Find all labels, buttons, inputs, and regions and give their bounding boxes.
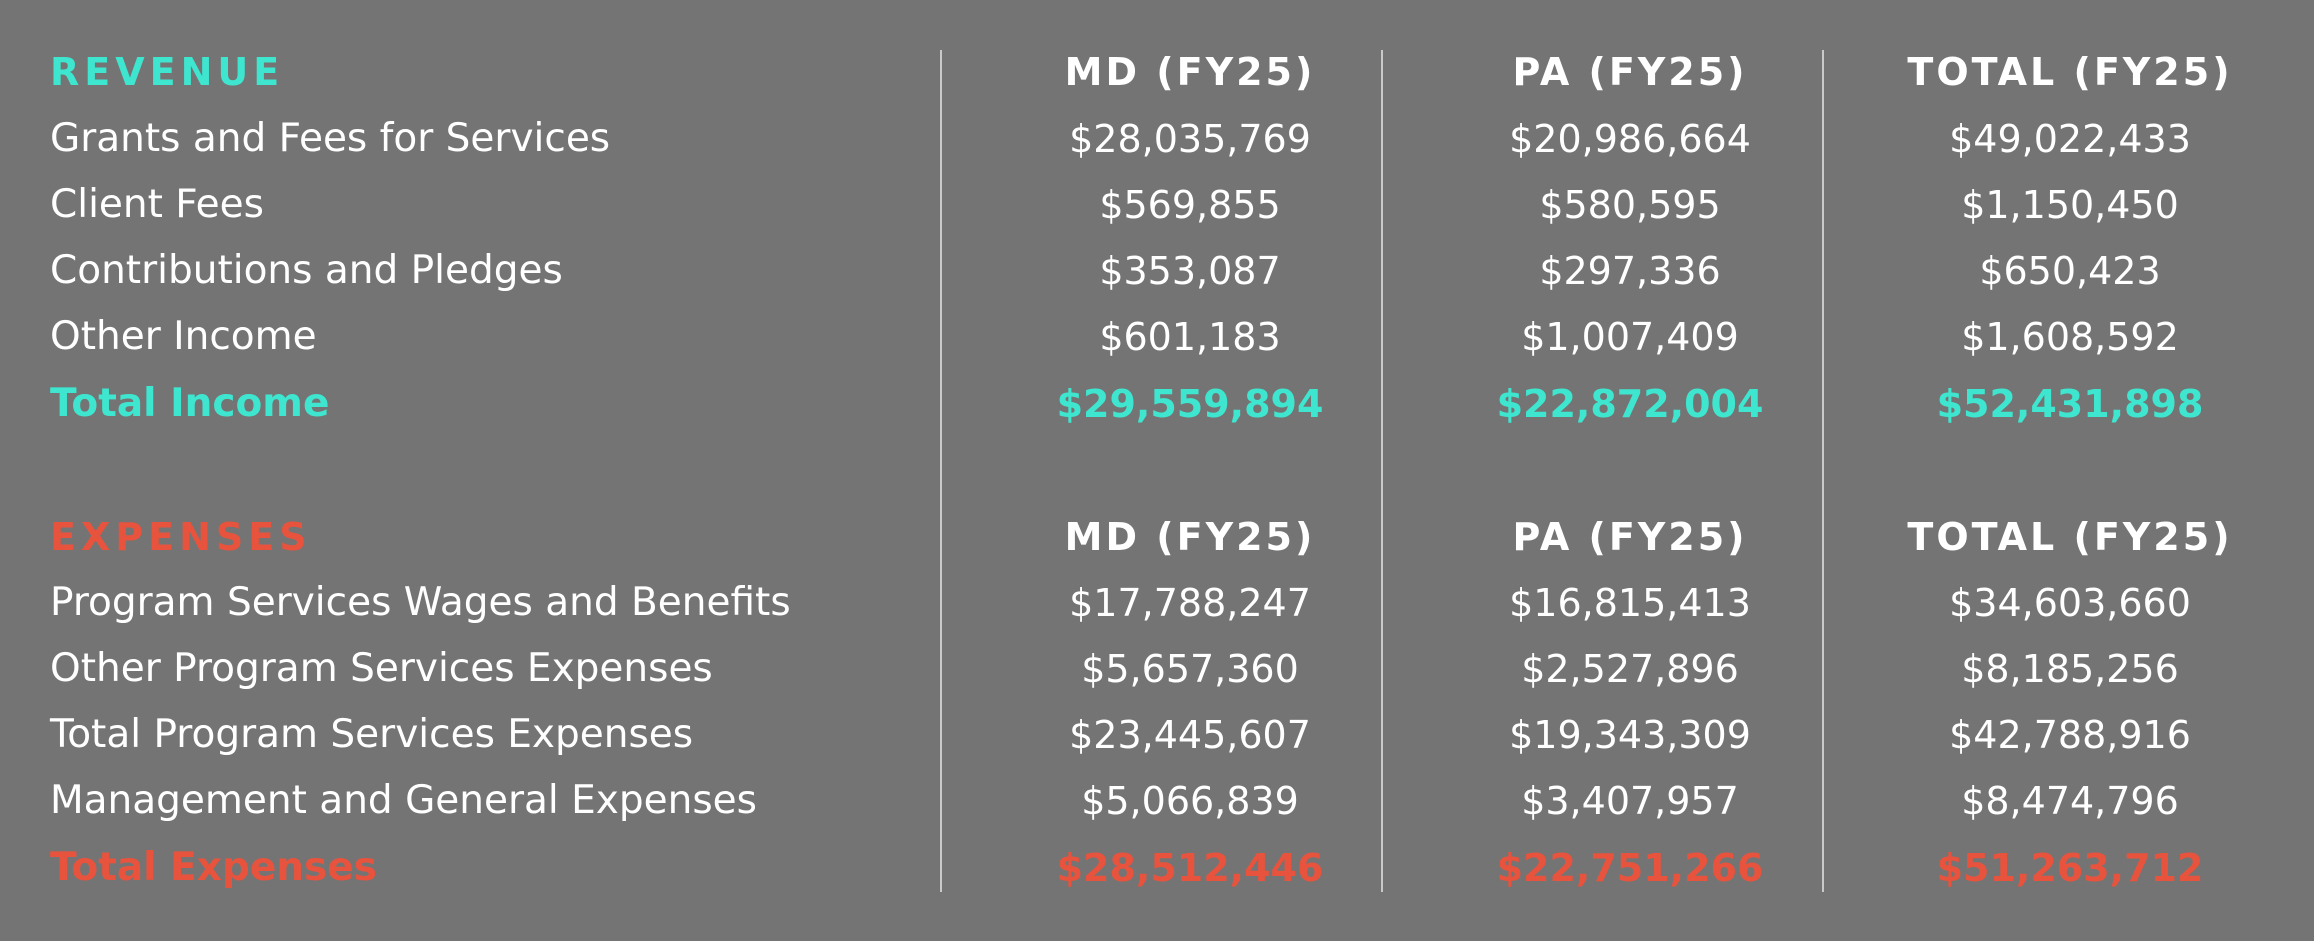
column-divider-2 [1381, 50, 1383, 892]
row-value-total: $650,423 [1979, 249, 2161, 293]
row-label: Other Program Services Expenses [50, 646, 713, 691]
row-value-md: $5,066,839 [1081, 779, 1299, 823]
total-expenses-pa: $22,751,266 [1496, 846, 1764, 890]
row-value-total: $8,474,796 [1961, 779, 2179, 823]
row-value-pa: $2,527,896 [1521, 647, 1739, 691]
row-value-total: $49,022,433 [1949, 117, 2191, 161]
revenue-header-md: MD (FY25) [1064, 50, 1316, 94]
total-income-label: Total Income [50, 381, 330, 426]
revenue-header-total: TOTAL (FY25) [1907, 50, 2233, 94]
row-value-pa: $297,336 [1539, 249, 1721, 293]
total-income-md: $29,559,894 [1056, 382, 1324, 426]
row-label: Client Fees [50, 182, 264, 227]
column-divider-1 [940, 50, 942, 892]
expenses-header-total: TOTAL (FY25) [1907, 515, 2233, 559]
total-expenses-total: $51,263,712 [1936, 846, 2204, 890]
total-income-total: $52,431,898 [1936, 382, 2204, 426]
row-value-md: $353,087 [1099, 249, 1281, 293]
row-value-pa: $1,007,409 [1521, 315, 1739, 359]
row-value-md: $23,445,607 [1069, 713, 1311, 757]
expenses-header-pa: PA (FY25) [1512, 515, 1748, 559]
row-value-pa: $20,986,664 [1509, 117, 1751, 161]
total-expenses-label: Total Expenses [50, 845, 377, 890]
row-value-total: $34,603,660 [1949, 581, 2191, 625]
row-value-total: $42,788,916 [1949, 713, 2191, 757]
row-label: Grants and Fees for Services [50, 116, 611, 161]
row-value-md: $601,183 [1099, 315, 1281, 359]
row-label: Contributions and Pledges [50, 248, 563, 293]
row-value-md: $569,855 [1099, 183, 1281, 227]
row-label: Program Services Wages and Benefits [50, 580, 791, 625]
total-expenses-md: $28,512,446 [1056, 846, 1324, 890]
expenses-title: EXPENSES [50, 515, 312, 559]
row-value-pa: $16,815,413 [1509, 581, 1751, 625]
row-value-md: $5,657,360 [1081, 647, 1299, 691]
row-value-md: $28,035,769 [1069, 117, 1311, 161]
row-label: Management and General Expenses [50, 778, 757, 823]
revenue-header-pa: PA (FY25) [1512, 50, 1748, 94]
row-value-pa: $580,595 [1539, 183, 1721, 227]
row-value-total: $8,185,256 [1961, 647, 2179, 691]
row-value-pa: $3,407,957 [1521, 779, 1739, 823]
expenses-header-md: MD (FY25) [1064, 515, 1316, 559]
row-label: Total Program Services Expenses [50, 712, 694, 757]
row-value-total: $1,608,592 [1961, 315, 2179, 359]
row-value-pa: $19,343,309 [1509, 713, 1751, 757]
row-label: Other Income [50, 314, 317, 359]
row-value-md: $17,788,247 [1069, 581, 1311, 625]
total-income-pa: $22,872,004 [1496, 382, 1764, 426]
revenue-title: REVENUE [50, 50, 285, 94]
column-divider-3 [1822, 50, 1824, 892]
row-value-total: $1,150,450 [1961, 183, 2179, 227]
